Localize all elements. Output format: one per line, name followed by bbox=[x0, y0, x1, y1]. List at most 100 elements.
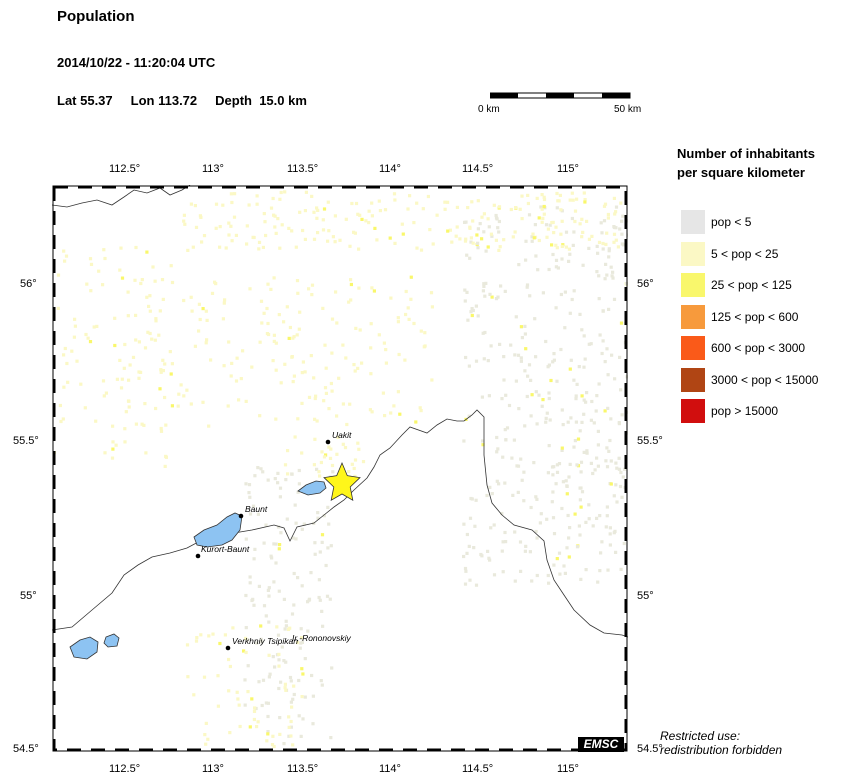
population-dot bbox=[283, 682, 287, 686]
population-dot bbox=[472, 546, 476, 550]
settlement-marker[interactable] bbox=[325, 439, 331, 445]
map-title: Population bbox=[57, 8, 135, 25]
population-dot bbox=[147, 304, 151, 308]
population-dot bbox=[270, 556, 274, 560]
population-dot bbox=[563, 290, 567, 294]
population-dot bbox=[589, 461, 593, 465]
population-dot bbox=[189, 202, 193, 206]
epicenter-star-icon[interactable] bbox=[323, 461, 361, 501]
population-dot bbox=[284, 660, 288, 664]
population-dot bbox=[228, 664, 232, 669]
population-dot bbox=[582, 365, 586, 369]
population-dot bbox=[300, 636, 304, 640]
population-dot bbox=[266, 714, 270, 719]
settlement-marker[interactable] bbox=[238, 513, 244, 519]
population-dot bbox=[613, 212, 617, 216]
population-dot bbox=[118, 358, 122, 362]
legend-title-line2: per square kilometer bbox=[677, 165, 805, 180]
population-dot bbox=[620, 413, 624, 417]
population-dot bbox=[548, 223, 552, 227]
population-dot bbox=[519, 325, 523, 329]
population-dot bbox=[585, 449, 589, 453]
population-dot bbox=[463, 566, 468, 571]
population-dot bbox=[537, 216, 541, 220]
settlement-label: Baunt bbox=[245, 504, 268, 514]
settlement-marker[interactable] bbox=[225, 645, 231, 651]
population-dot bbox=[575, 545, 580, 549]
population-dot bbox=[127, 378, 131, 382]
population-dot bbox=[601, 309, 605, 313]
population-dot bbox=[568, 462, 572, 466]
population-dot bbox=[409, 297, 413, 301]
lon-tick-top: 114° bbox=[379, 163, 401, 175]
population-dot bbox=[294, 521, 298, 525]
population-dot bbox=[361, 460, 366, 464]
population-dot bbox=[516, 353, 521, 357]
population-dot bbox=[255, 194, 259, 198]
population-dot bbox=[312, 463, 316, 467]
population-dot bbox=[206, 737, 210, 741]
population-dot bbox=[303, 657, 307, 661]
region-boundary bbox=[52, 409, 628, 638]
population-dot bbox=[487, 556, 491, 560]
population-dot bbox=[277, 686, 281, 691]
population-dot bbox=[503, 289, 507, 293]
population-dot bbox=[79, 382, 83, 386]
population-dot bbox=[313, 396, 317, 401]
population-dot bbox=[140, 422, 144, 426]
population-dot bbox=[467, 364, 471, 368]
population-dot bbox=[163, 464, 167, 468]
population-dot bbox=[367, 221, 371, 225]
population-dot bbox=[124, 410, 128, 414]
population-dot bbox=[237, 398, 241, 402]
population-dot bbox=[474, 583, 479, 587]
population-dot bbox=[443, 200, 447, 204]
population-dot bbox=[304, 190, 308, 194]
settlement-marker[interactable] bbox=[195, 553, 201, 559]
population-dot bbox=[415, 246, 419, 250]
population-dot bbox=[593, 468, 597, 472]
population-dot bbox=[354, 201, 359, 206]
population-dot bbox=[571, 243, 575, 247]
population-dot bbox=[283, 362, 287, 366]
population-dot bbox=[292, 684, 296, 688]
population-dot bbox=[161, 369, 165, 373]
population-dot bbox=[579, 486, 583, 490]
population-dot bbox=[596, 443, 600, 447]
population-dot bbox=[324, 366, 328, 370]
population-dot bbox=[483, 330, 487, 335]
emsc-logo: EMSC bbox=[578, 737, 624, 752]
population-dot bbox=[468, 226, 472, 230]
population-dot bbox=[313, 552, 317, 556]
population-dot bbox=[277, 313, 281, 317]
population-dot bbox=[541, 291, 545, 295]
population-dot bbox=[599, 221, 603, 225]
scale-right-label: 50 km bbox=[614, 104, 642, 115]
legend-label: pop > 15000 bbox=[711, 404, 779, 418]
population-dot bbox=[335, 321, 339, 325]
population-dot bbox=[398, 412, 402, 416]
population-dot bbox=[507, 403, 512, 408]
population-dot bbox=[623, 467, 627, 471]
population-dot bbox=[287, 226, 291, 230]
population-dot bbox=[269, 206, 274, 210]
population-dot bbox=[123, 342, 127, 347]
population-dot bbox=[483, 294, 487, 298]
population-dot bbox=[327, 522, 331, 526]
population-dot bbox=[194, 225, 199, 229]
population-dot bbox=[227, 221, 231, 225]
population-dot bbox=[292, 571, 296, 576]
population-map[interactable]: Uakit Baunt Kurort-Baunt Verkhniy Tsipik… bbox=[52, 185, 628, 752]
population-dot bbox=[299, 641, 303, 645]
population-dot bbox=[496, 447, 500, 451]
population-dot bbox=[293, 435, 297, 439]
population-dot bbox=[111, 440, 115, 444]
population-dot bbox=[328, 456, 333, 460]
lon-tick-top: 113° bbox=[202, 163, 224, 175]
population-dot bbox=[264, 523, 268, 527]
population-dot bbox=[450, 240, 454, 244]
population-dot bbox=[324, 453, 328, 457]
population-dot bbox=[565, 492, 569, 496]
population-dot bbox=[353, 458, 358, 462]
population-dot bbox=[317, 595, 321, 600]
